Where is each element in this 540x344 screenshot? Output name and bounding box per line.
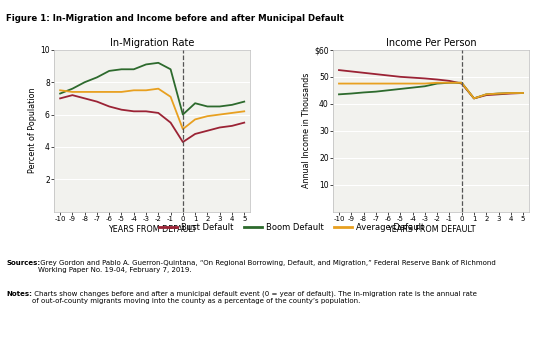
X-axis label: YEARS FROM DEFAULT: YEARS FROM DEFAULT xyxy=(108,225,197,234)
Y-axis label: Annual Income in Thousands: Annual Income in Thousands xyxy=(302,73,311,189)
Legend: Bust Default, Boom Default, Average Default: Bust Default, Boom Default, Average Defa… xyxy=(156,219,428,235)
Text: Sources:: Sources: xyxy=(6,260,40,266)
Text: Figure 1: In-Migration and Income before and after Municipal Default: Figure 1: In-Migration and Income before… xyxy=(6,14,345,23)
Title: In-Migration Rate: In-Migration Rate xyxy=(110,38,194,48)
Text: Grey Gordon and Pablo A. Guerron-Quintana, “On Regional Borrowing, Default, and : Grey Gordon and Pablo A. Guerron-Quintan… xyxy=(38,260,496,273)
Y-axis label: Percent of Population: Percent of Population xyxy=(29,88,37,173)
X-axis label: YEARS FROM DEFAULT: YEARS FROM DEFAULT xyxy=(387,225,475,234)
Text: Charts show changes before and after a municipal default event (0 = year of defa: Charts show changes before and after a m… xyxy=(32,291,477,304)
Title: Income Per Person: Income Per Person xyxy=(386,38,476,48)
Text: Notes:: Notes: xyxy=(6,291,32,297)
